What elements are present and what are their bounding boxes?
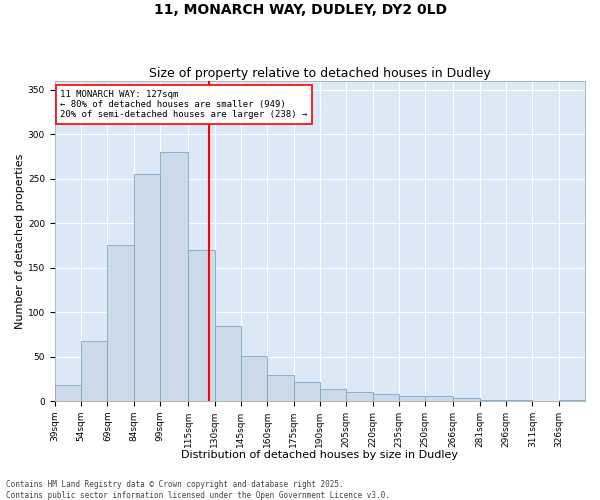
Bar [506,400,532,401]
Title: Size of property relative to detached houses in Dudley: Size of property relative to detached ho… [149,66,491,80]
X-axis label: Distribution of detached houses by size in Dudley: Distribution of detached houses by size … [181,450,458,460]
Bar [399,396,425,401]
Bar [479,400,506,401]
Bar [134,174,160,401]
Bar [81,340,107,401]
Bar [160,152,188,401]
Bar [454,398,479,401]
Bar [241,356,267,401]
Bar [107,246,134,401]
Bar [267,376,293,401]
Bar [346,392,373,401]
Bar [425,396,454,401]
Bar [188,250,215,401]
Bar [320,388,346,401]
Text: Contains HM Land Registry data © Crown copyright and database right 2025.
Contai: Contains HM Land Registry data © Crown c… [6,480,390,500]
Bar [293,382,320,401]
Bar [373,394,399,401]
Bar [215,326,241,401]
Bar [559,400,585,401]
Text: 11, MONARCH WAY, DUDLEY, DY2 0LD: 11, MONARCH WAY, DUDLEY, DY2 0LD [154,2,446,16]
Bar [55,385,81,401]
Text: 11 MONARCH WAY: 127sqm
← 80% of detached houses are smaller (949)
20% of semi-de: 11 MONARCH WAY: 127sqm ← 80% of detached… [60,90,307,120]
Y-axis label: Number of detached properties: Number of detached properties [15,153,25,328]
